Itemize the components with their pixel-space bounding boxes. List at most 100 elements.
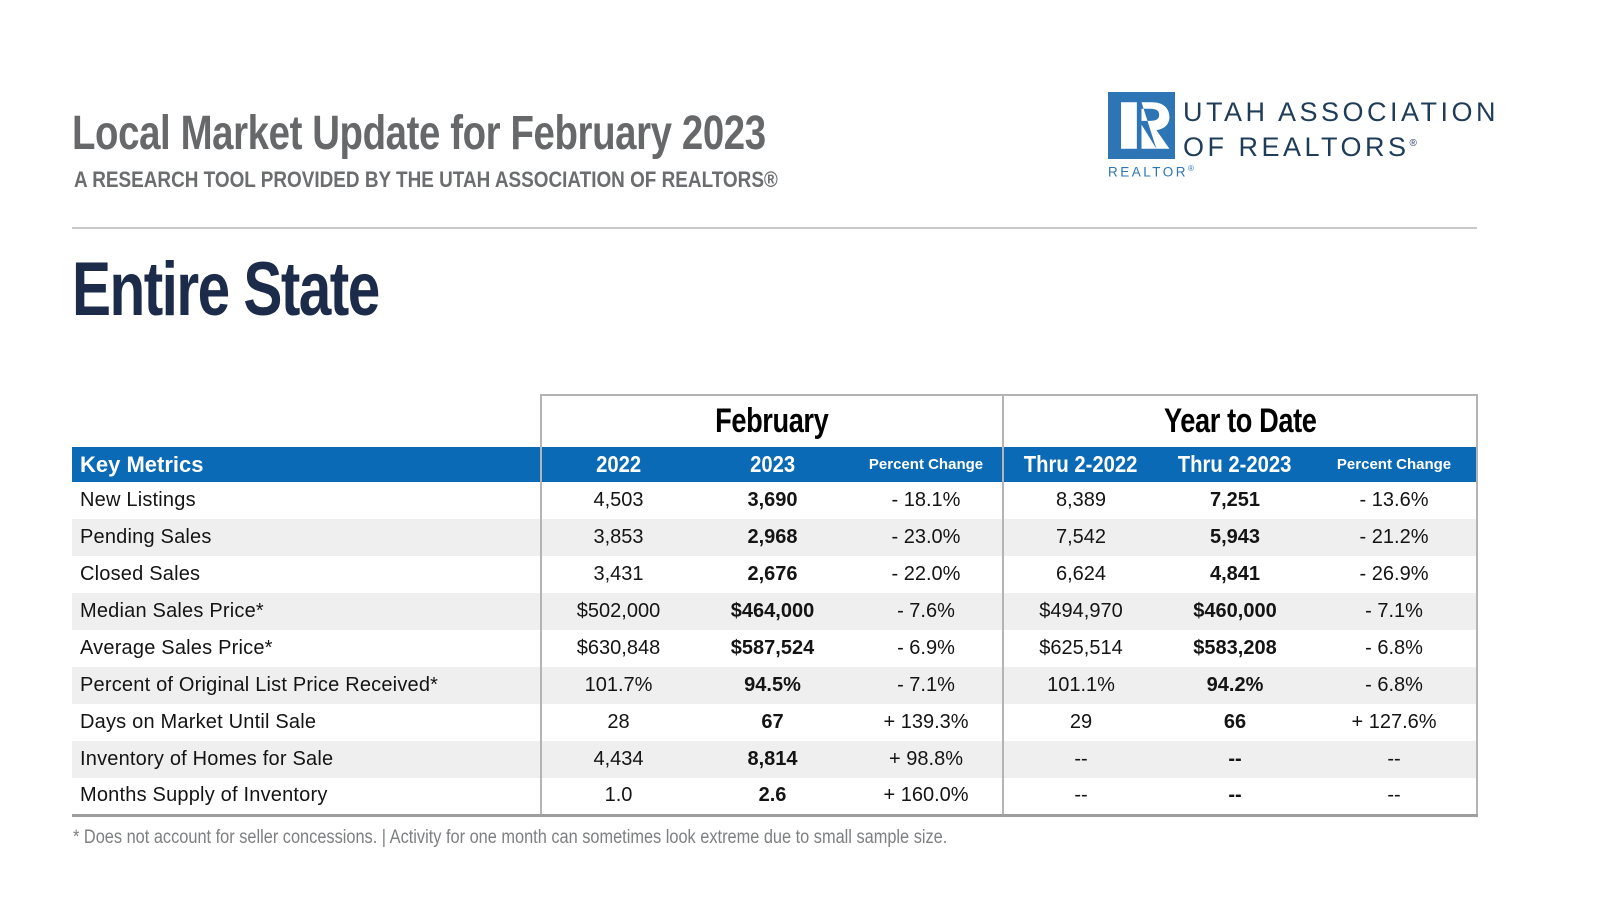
feb-2023-value: 8,814 [695, 741, 850, 778]
metric-name-cell: Months Supply of Inventory [72, 778, 541, 815]
ytd-change-value: - 21.2% [1312, 519, 1479, 556]
ytd-2022-value: 29 [1002, 704, 1159, 741]
metric-name-cell: Median Sales Price* [72, 593, 541, 630]
table-row-pending-sales: Pending Sales 3,853 2,968 - 23.0% 7,542 … [72, 519, 1479, 556]
realtor-logo-label: REALTOR® [1108, 164, 1194, 180]
table-row-percent-original-list-price: Percent of Original List Price Received*… [72, 667, 1479, 704]
group-header-row: February Year to Date [72, 394, 1479, 447]
column-header-row: Key Metrics 2022 2023 Percent Change Thr… [72, 447, 1479, 482]
metrics-table: February Year to Date Key Metrics 2022 2… [72, 394, 1479, 817]
header-divider [72, 227, 1477, 229]
feb-change-value: - 23.0% [850, 519, 1004, 556]
ytd-2022-value: $625,514 [1002, 630, 1159, 667]
ytd-2022-value: -- [1002, 741, 1159, 778]
feb-2022-value: 4,503 [540, 482, 695, 519]
ytd-2023-value: $460,000 [1158, 593, 1313, 630]
table-row-months-supply: Months Supply of Inventory 1.0 2.6 + 160… [72, 778, 1479, 815]
feb-2023-value: 67 [695, 704, 850, 741]
feb-2023-value: 2,968 [695, 519, 850, 556]
feb-change-value: - 7.1% [850, 667, 1004, 704]
col-header-thru-2-2023-label: Thru 2-2023 [1178, 451, 1292, 477]
ytd-2023-value: -- [1158, 778, 1313, 815]
page-subtitle: A RESEARCH TOOL PROVIDED BY THE UTAH ASS… [74, 167, 778, 192]
feb-2022-value: $502,000 [540, 593, 695, 630]
metric-name-cell: New Listings [72, 482, 541, 519]
org-name-line1: UTAH ASSOCIATION [1183, 97, 1500, 127]
ytd-change-value: -- [1312, 778, 1479, 815]
group-header-year-to-date: Year to Date [1002, 394, 1479, 447]
feb-change-value: + 98.8% [850, 741, 1004, 778]
feb-2022-value: 3,431 [540, 556, 695, 593]
table-row-average-sales-price: Average Sales Price* $630,848 $587,524 -… [72, 630, 1479, 667]
feb-2023-value: 94.5% [695, 667, 850, 704]
col-header-feb-2023: 2023 [695, 447, 850, 482]
feb-2023-value: 2,676 [695, 556, 850, 593]
group-header-february-label: February [715, 402, 829, 440]
col-header-thru-2-2022: Thru 2-2022 [1002, 447, 1159, 482]
ytd-change-value: - 26.9% [1312, 556, 1479, 593]
region-title: Entire State [72, 247, 380, 332]
metric-name-cell: Pending Sales [72, 519, 541, 556]
col-header-feb-2022: 2022 [540, 447, 695, 482]
metric-name-cell: Percent of Original List Price Received* [72, 667, 541, 704]
col-header-feb-percent-change: Percent Change [850, 447, 1004, 482]
footnote: * Does not account for seller concession… [73, 827, 948, 848]
group-header-ytd-label: Year to Date [1163, 402, 1317, 440]
ytd-change-value: - 7.1% [1312, 593, 1479, 630]
feb-2022-value: 1.0 [540, 778, 695, 815]
ytd-2022-value: 6,624 [1002, 556, 1159, 593]
table-row-closed-sales: Closed Sales 3,431 2,676 - 22.0% 6,624 4… [72, 556, 1479, 593]
feb-2022-value: 101.7% [540, 667, 695, 704]
table-row-new-listings: New Listings 4,503 3,690 - 18.1% 8,389 7… [72, 482, 1479, 519]
feb-change-value: - 6.9% [850, 630, 1004, 667]
feb-2023-value: 3,690 [695, 482, 850, 519]
ytd-2022-value: 101.1% [1002, 667, 1159, 704]
feb-change-value: - 18.1% [850, 482, 1004, 519]
realtor-logo-icon [1108, 92, 1175, 159]
key-metrics-header: Key Metrics [72, 447, 541, 482]
metric-name-cell: Closed Sales [72, 556, 541, 593]
org-name-line2-text: OF REALTORS [1183, 132, 1410, 162]
group-header-february: February [539, 394, 1004, 447]
table-row-inventory-of-homes: Inventory of Homes for Sale 4,434 8,814 … [72, 741, 1479, 778]
col-header-feb-2023-label: 2023 [749, 451, 796, 477]
feb-2023-value: $464,000 [695, 593, 850, 630]
group-header-spacer [72, 395, 541, 447]
feb-2022-value: 3,853 [540, 519, 695, 556]
metric-name-cell: Inventory of Homes for Sale [72, 741, 541, 778]
table-row-median-sales-price: Median Sales Price* $502,000 $464,000 - … [72, 593, 1479, 630]
ytd-2023-value: 94.2% [1158, 667, 1313, 704]
ytd-change-value: -- [1312, 741, 1479, 778]
ytd-change-value: + 127.6% [1312, 704, 1479, 741]
feb-2023-value: 2.6 [695, 778, 850, 815]
metric-name-cell: Average Sales Price* [72, 630, 541, 667]
table-row-days-on-market: Days on Market Until Sale 28 67 + 139.3%… [72, 704, 1479, 741]
org-name-line2: OF REALTORS® [1183, 128, 1499, 163]
col-header-ytd-percent-change-label: Percent Change [1336, 455, 1452, 473]
ytd-2023-value: -- [1158, 741, 1313, 778]
feb-2022-value: $630,848 [540, 630, 695, 667]
ytd-2023-value: $583,208 [1158, 630, 1313, 667]
org-name: UTAH ASSOCIATION OF REALTORS® [1183, 96, 1499, 163]
feb-change-value: + 160.0% [850, 778, 1004, 815]
ytd-2022-value: 8,389 [1002, 482, 1159, 519]
feb-change-value: - 7.6% [850, 593, 1004, 630]
ytd-2023-value: 7,251 [1158, 482, 1313, 519]
feb-change-value: + 139.3% [850, 704, 1004, 741]
col-header-feb-2022-label: 2022 [595, 451, 642, 477]
ytd-2023-value: 66 [1158, 704, 1313, 741]
metric-name-cell: Days on Market Until Sale [72, 704, 541, 741]
col-header-ytd-percent-change: Percent Change [1312, 447, 1479, 482]
ytd-2022-value: $494,970 [1002, 593, 1159, 630]
feb-2023-value: $587,524 [695, 630, 850, 667]
realtor-registered-mark: ® [1188, 164, 1194, 173]
ytd-change-value: - 6.8% [1312, 630, 1479, 667]
org-registered-mark: ® [1409, 138, 1417, 149]
col-header-thru-2-2023: Thru 2-2023 [1158, 447, 1313, 482]
col-header-thru-2-2022-label: Thru 2-2022 [1024, 451, 1138, 477]
ytd-2023-value: 5,943 [1158, 519, 1313, 556]
col-header-feb-percent-change-label: Percent Change [868, 455, 984, 473]
ytd-change-value: - 13.6% [1312, 482, 1479, 519]
feb-2022-value: 28 [540, 704, 695, 741]
